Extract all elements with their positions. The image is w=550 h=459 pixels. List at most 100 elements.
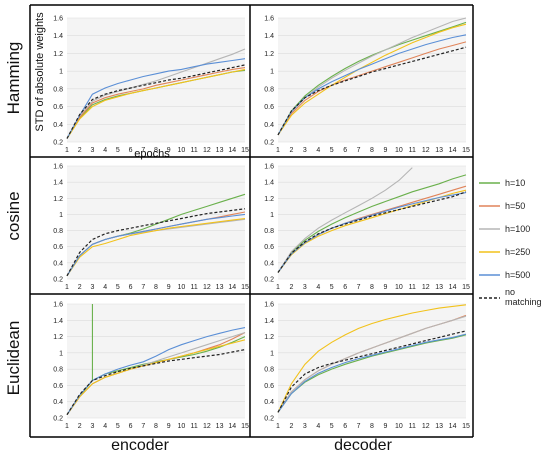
- y-tick-label: 0.6: [264, 244, 274, 251]
- x-tick-label: 10: [395, 284, 403, 291]
- y-tick-label: 0.4: [53, 122, 63, 129]
- x-tick-label: 14: [449, 147, 457, 154]
- panel-cosine-decoder: 0.20.40.60.811.21.41.61 2 3 4 5 6 7 8 9 10 11 12 13 1…: [264, 164, 470, 292]
- x-tick-label: 8: [370, 284, 374, 291]
- x-tick-label: 4: [103, 284, 107, 291]
- x-tick-label: 12: [203, 423, 211, 430]
- series-line-h-50: [277, 41, 467, 136]
- x-tick-label: 13: [216, 423, 224, 430]
- x-tick-label: 12: [203, 284, 211, 291]
- y-tick-label: 0.4: [264, 122, 274, 129]
- series-line-h-250: [66, 68, 246, 139]
- series-line-h-500: [66, 213, 246, 277]
- x-tick-label: 4: [103, 423, 107, 430]
- legend-label-h-500: h=500: [505, 270, 530, 280]
- panels-group: 0.20.40.60.811.21.41.61 2 3 4 5 6 7 8 9 10 11 12 13 1…: [53, 16, 470, 431]
- y-tick-label: 1: [270, 69, 274, 76]
- x-tick-label: 10: [178, 147, 186, 154]
- legend-label-no-matching: no matching: [505, 287, 542, 307]
- x-tick-label: 6: [343, 284, 347, 291]
- y-tick-label: 0.8: [53, 86, 63, 93]
- x-tick-label: 2: [78, 147, 82, 154]
- y-tick-label: 0.8: [264, 367, 274, 374]
- series-line-h-250: [66, 339, 246, 416]
- y-tick-label: 0.2: [264, 140, 274, 147]
- y-tick-label: 0.4: [53, 399, 63, 406]
- y-tick-label: 0.6: [264, 104, 274, 111]
- y-tick-label: 1.4: [264, 33, 274, 40]
- x-tick-label: 4: [316, 284, 320, 291]
- y-tick-label: 0.6: [53, 244, 63, 251]
- x-tick-label: 8: [154, 423, 158, 430]
- x-tick-label: 8: [154, 284, 158, 291]
- x-tick-label: 4: [103, 147, 107, 154]
- legend-label-h-100: h=100: [505, 224, 530, 234]
- x-tick-label: 3: [90, 147, 94, 154]
- series-line-h-10: [277, 334, 467, 413]
- x-tick-label: 13: [216, 284, 224, 291]
- y-tick-label: 0.2: [53, 277, 63, 284]
- y-tick-label: 1.6: [264, 16, 274, 23]
- series-line-no-matching: [277, 330, 467, 413]
- col-label-decoder: decoder: [334, 437, 392, 454]
- series-line-h-500: [66, 58, 246, 139]
- series-line-no-matching: [277, 191, 467, 273]
- x-tick-label: 3: [90, 284, 94, 291]
- x-tick-label: 3: [90, 423, 94, 430]
- x-tick-label: 14: [228, 423, 236, 430]
- x-tick-label: 6: [129, 284, 133, 291]
- y-tick-label: 0.4: [264, 399, 274, 406]
- x-tick-label: 12: [422, 147, 430, 154]
- x-tick-label: 6: [343, 147, 347, 154]
- panel-borders: [29, 4, 474, 438]
- x-tick-label: 13: [216, 147, 224, 154]
- y-tick-label: 1.2: [53, 51, 63, 58]
- plot-area: [67, 18, 245, 142]
- panel-hamming-encoder: 0.20.40.60.811.21.41.61 2 3 4 5 6 7 8 9 10 11 12 13 1…: [53, 16, 249, 155]
- x-tick-label: 1: [276, 147, 280, 154]
- panel-cosine-encoder: 0.20.40.60.811.21.41.61 2 3 4 5 6 7 8 9 10 11 12 13 1…: [53, 164, 249, 292]
- x-tick-label: 12: [422, 284, 430, 291]
- x-tick-label: 10: [178, 423, 186, 430]
- x-tick-label: 3: [303, 284, 307, 291]
- y-tick-label: 0.8: [264, 228, 274, 235]
- y-tick-label: 1.2: [264, 334, 274, 341]
- series-line-no-matching: [66, 208, 246, 277]
- series-line-h-100: [277, 315, 467, 413]
- y-tick-label: 0.8: [53, 228, 63, 235]
- x-tick-label: 7: [141, 147, 145, 154]
- x-tick-label: 13: [435, 147, 443, 154]
- series-line-h-500: [277, 192, 467, 273]
- y-tick-label: 1.6: [53, 302, 63, 309]
- x-tick-label: 1: [65, 423, 69, 430]
- x-tick-label: 5: [330, 284, 334, 291]
- x-tick-label: 9: [383, 423, 387, 430]
- y-tick-label: 0.2: [53, 140, 63, 147]
- x-axis-label: epochs: [134, 148, 170, 160]
- y-tick-label: 1: [59, 69, 63, 76]
- y-tick-label: 1.6: [264, 164, 274, 171]
- legend-label-h-10: h=10: [505, 178, 525, 188]
- y-tick-label: 1: [270, 212, 274, 219]
- x-tick-label: 5: [116, 284, 120, 291]
- x-tick-label: 6: [129, 423, 133, 430]
- series-line-h-250: [277, 304, 467, 413]
- x-tick-label: 5: [116, 147, 120, 154]
- x-tick-label: 11: [191, 284, 198, 291]
- series-line-h-50: [66, 67, 246, 139]
- x-tick-label: 3: [303, 147, 307, 154]
- x-tick-label: 9: [383, 147, 387, 154]
- x-tick-label: 10: [178, 284, 186, 291]
- legend-label-h-50: h=50: [505, 201, 525, 211]
- x-tick-label: 1: [276, 284, 280, 291]
- plot-area: [278, 18, 466, 142]
- y-tick-label: 0.6: [53, 383, 63, 390]
- x-tick-label: 4: [316, 423, 320, 430]
- row-label-euclidean: Euclidean: [4, 321, 23, 396]
- x-tick-label: 9: [167, 284, 171, 291]
- x-tick-label: 2: [289, 423, 293, 430]
- series-line-h-10: [277, 174, 467, 273]
- x-tick-label: 9: [167, 147, 171, 154]
- x-tick-label: 15: [241, 284, 249, 291]
- y-tick-label: 1.4: [264, 318, 274, 325]
